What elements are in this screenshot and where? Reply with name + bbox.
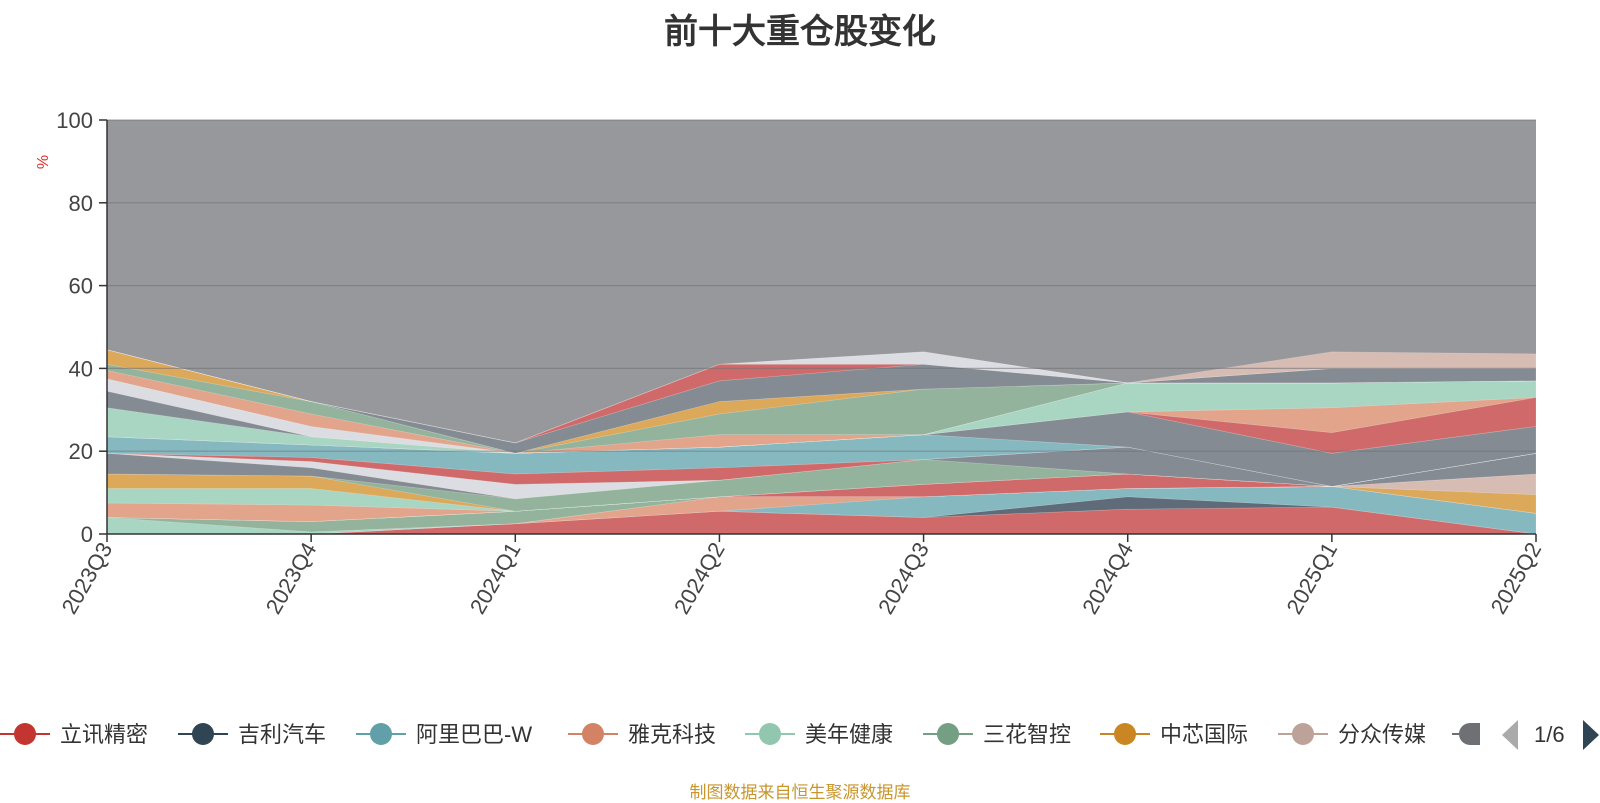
y-tick-label: 100 — [56, 108, 93, 133]
legend-prev-icon[interactable] — [1502, 720, 1518, 750]
x-tick-label: 2024Q2 — [669, 538, 730, 618]
legend-marker — [1459, 723, 1480, 745]
y-tick-label: 40 — [69, 356, 93, 381]
legend-label: 阿里巴巴-W — [416, 722, 532, 747]
x-tick-label: 2025Q2 — [1486, 538, 1547, 618]
legend-label: 中芯国际 — [1160, 722, 1248, 747]
legend-item-0[interactable]: 立讯精密 — [0, 722, 148, 747]
y-tick-label: 0 — [81, 522, 93, 547]
x-tick-labels: 2023Q3 2023Q4 2024Q1 2024Q2 2024Q3 2024Q4 2025… — [57, 538, 1547, 618]
x-tick-label: 2023Q3 — [57, 538, 118, 618]
legend-label: 雅克科技 — [628, 722, 716, 747]
area-series-29[interactable] — [106, 349, 1536, 444]
axes — [99, 119, 1537, 542]
legend-marker — [1292, 723, 1314, 745]
legend-item-1[interactable]: 吉利汽车 — [178, 722, 326, 747]
legend-item-truncated[interactable] — [1452, 723, 1480, 745]
legend-item-4[interactable]: 美年健康 — [745, 722, 893, 747]
area-series-30[interactable] — [106, 349, 1537, 444]
source-note: 制图数据来自恒生聚源数据库 — [689, 783, 911, 802]
chart-title: 前十大重仓股变化 — [664, 13, 936, 51]
y-tick-label: 60 — [69, 274, 93, 299]
legend-marker — [937, 723, 959, 745]
y-tick-label: 80 — [69, 191, 93, 216]
x-tick-label: 2024Q3 — [873, 538, 934, 618]
legend-item-7[interactable]: 分众传媒 — [1278, 722, 1426, 747]
legend-page-indicator: 1/6 — [1534, 722, 1565, 747]
grid-lines — [107, 119, 1536, 452]
legend-marker — [759, 723, 781, 745]
y-tick-labels: 0 20 40 60 80 100 — [56, 108, 93, 547]
legend-marker — [192, 723, 214, 745]
x-tick-label: 2024Q1 — [465, 538, 526, 618]
x-tick-label: 2023Q4 — [261, 538, 322, 618]
legend-label: 美年健康 — [805, 722, 893, 747]
legend-item-5[interactable]: 三花智控 — [923, 722, 1071, 747]
area-series — [106, 349, 1537, 535]
x-tick-label: 2025Q1 — [1281, 538, 1342, 618]
area-series-14[interactable] — [106, 446, 1537, 500]
legend-next-icon[interactable] — [1583, 720, 1599, 750]
legend-marker — [14, 723, 36, 745]
legend-item-3[interactable]: 雅克科技 — [568, 722, 716, 747]
legend-label: 吉利汽车 — [238, 722, 326, 747]
legend-item-6[interactable]: 中芯国际 — [1100, 722, 1248, 747]
legend: 立讯精密 吉利汽车 阿里巴巴-W 雅克科技 美年健康 三花智控 中芯国际 分众传媒 1/6 — [0, 720, 1599, 750]
y-axis-label: % — [35, 155, 52, 169]
legend-label: 立讯精密 — [60, 722, 148, 747]
x-tick-label: 2024Q4 — [1077, 538, 1138, 618]
legend-label: 三花智控 — [983, 722, 1071, 747]
y-tick-label: 20 — [69, 439, 93, 464]
legend-marker — [370, 723, 392, 745]
legend-marker — [1114, 723, 1136, 745]
legend-item-2[interactable]: 阿里巴巴-W — [356, 722, 532, 747]
legend-marker — [582, 723, 604, 745]
area-series-21[interactable] — [106, 380, 1537, 454]
legend-label: 分众传媒 — [1338, 722, 1426, 747]
